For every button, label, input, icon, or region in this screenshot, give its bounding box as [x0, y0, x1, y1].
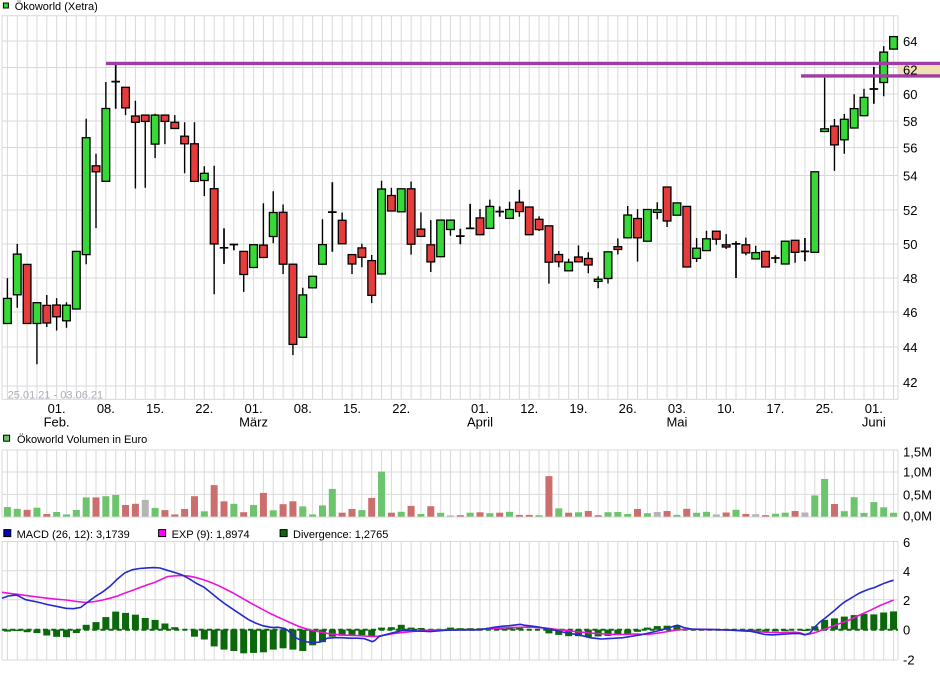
- svg-text:22.: 22.: [392, 401, 410, 416]
- svg-text:12.: 12.: [520, 401, 538, 416]
- svg-text:62: 62: [903, 63, 917, 78]
- svg-text:50: 50: [903, 237, 917, 252]
- svg-text:März: März: [239, 414, 268, 429]
- svg-text:2: 2: [903, 593, 910, 608]
- svg-text:15.: 15.: [343, 401, 361, 416]
- svg-text:08.: 08.: [294, 401, 312, 416]
- svg-text:64: 64: [903, 34, 917, 49]
- svg-text:08.: 08.: [97, 401, 115, 416]
- svg-text:26.: 26.: [619, 401, 637, 416]
- svg-text:48: 48: [903, 271, 917, 286]
- svg-text:15.: 15.: [146, 401, 164, 416]
- svg-text:April: April: [467, 414, 493, 429]
- svg-text:46: 46: [903, 305, 917, 320]
- svg-text:52: 52: [903, 203, 917, 218]
- svg-text:Mai: Mai: [666, 414, 687, 429]
- svg-text:54: 54: [903, 169, 917, 184]
- svg-text:1,5M: 1,5M: [903, 445, 932, 460]
- svg-text:44: 44: [903, 340, 917, 355]
- svg-text:-2: -2: [903, 653, 915, 668]
- svg-text:Divergence: 1,2765: Divergence: 1,2765: [293, 529, 388, 541]
- svg-text:Juni: Juni: [862, 414, 886, 429]
- svg-text:58: 58: [903, 114, 917, 129]
- svg-text:25.: 25.: [816, 401, 834, 416]
- svg-text:0,0M: 0,0M: [903, 509, 932, 524]
- svg-text:Feb.: Feb.: [44, 414, 70, 429]
- svg-text:4: 4: [903, 564, 910, 579]
- svg-text:EXP (9): 1,8974: EXP (9): 1,8974: [172, 529, 250, 541]
- svg-text:10.: 10.: [717, 401, 735, 416]
- svg-text:1,0M: 1,0M: [903, 465, 932, 480]
- svg-text:0,5M: 0,5M: [903, 488, 932, 503]
- svg-text:Ökoworld (Xetra): Ökoworld (Xetra): [15, 1, 98, 13]
- svg-text:19.: 19.: [569, 401, 587, 416]
- svg-text:60: 60: [903, 87, 917, 102]
- svg-text:6: 6: [903, 535, 910, 550]
- svg-text:22.: 22.: [195, 401, 213, 416]
- svg-text:Ökoworld Volumen in Euro: Ökoworld Volumen in Euro: [17, 434, 147, 446]
- svg-text:25.01.21 - 03.06.21: 25.01.21 - 03.06.21: [8, 389, 103, 401]
- svg-text:56: 56: [903, 141, 917, 156]
- svg-text:42: 42: [903, 375, 917, 390]
- svg-text:0: 0: [903, 623, 910, 638]
- svg-text:MACD (26, 12): 3,1739: MACD (26, 12): 3,1739: [17, 529, 130, 541]
- svg-text:17.: 17.: [766, 401, 784, 416]
